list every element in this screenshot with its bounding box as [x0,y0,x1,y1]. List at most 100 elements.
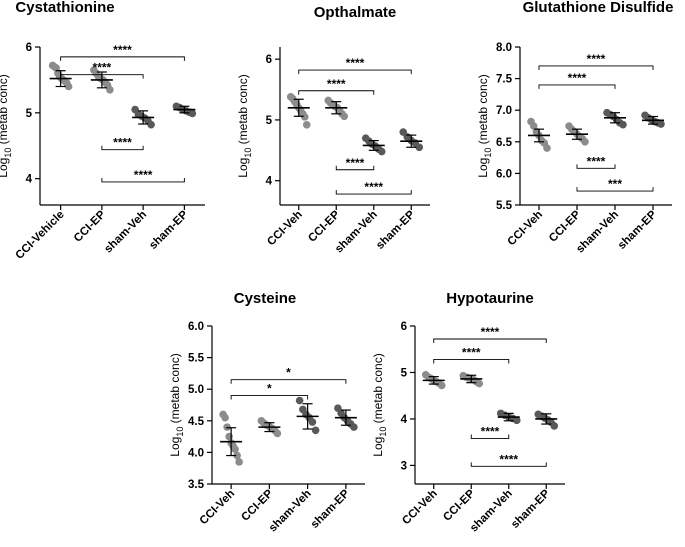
y-tick-label: 7.5 [496,74,513,86]
significance-label: **** [587,52,606,66]
significance-label: **** [113,43,132,57]
category-label: CCI-EP [441,487,477,523]
y-tick-label: 5 [266,115,273,127]
y-tick-label: 4.0 [188,447,204,459]
data-point [106,85,114,94]
y-tick-label: 6.0 [188,321,204,333]
data-point [619,120,627,129]
significance-label: **** [587,154,606,168]
significance-label: **** [134,168,153,182]
category-label: CCI-Veh [265,209,305,249]
y-tick-label: 5.0 [188,384,204,396]
y-tick-label: 5.5 [188,353,205,365]
significance-bracket [538,84,616,89]
category-label: sham-EP [147,208,191,252]
data-point [340,112,349,121]
significance-bracket [101,177,185,183]
significance-label: **** [462,345,481,359]
category-label: CCI-Veh [505,209,545,249]
data-point [235,458,243,466]
data-point [581,138,589,146]
data-point [223,423,231,431]
significance-bracket [298,69,412,75]
y-tick-label: 4.5 [188,416,205,428]
category-label: sham-EP [509,487,553,531]
significance-label: **** [481,325,500,339]
category-label: sham-EP [616,208,660,252]
significance-label: **** [327,77,346,91]
data-point [302,120,311,129]
y-tick-label: 8.0 [496,42,512,54]
significance-bracket [230,395,309,400]
significance-label: **** [113,136,132,150]
chart-title: Cystathionine [15,0,114,16]
y-axis-label: Log10 (metab conc) [371,353,388,456]
data-point [657,120,665,128]
significance-bracket [470,462,547,467]
data-point [437,381,446,390]
category-label: CCI-Veh [400,488,440,528]
data-point [377,147,386,156]
chart-title: Glutathione Disulfide [523,0,674,16]
chart-1: Opthalmate 4 5 6 Log10 (metab conc) CCI-Veh CC… [236,4,430,256]
significance-bracket [576,164,616,169]
y-tick-label: 5 [26,108,33,120]
y-tick-label: 4 [26,174,33,186]
y-tick-label: 7.0 [496,105,512,117]
category-label: CCI-Veh [198,488,238,528]
data-point [233,451,241,460]
y-tick-label: 6.5 [496,137,513,149]
data-point [221,413,229,422]
category-label: CCI-Vehicle [14,209,67,262]
data-point [512,416,521,425]
data-point [147,120,155,129]
data-point [529,122,538,130]
significance-label: **** [481,424,500,438]
significance-label: * [286,366,291,380]
significance-bracket [298,90,375,95]
significance-label: **** [93,61,112,75]
data-point [188,109,197,118]
y-axis-label: Log10 (metab conc) [476,74,493,177]
y-tick-label: 3.5 [188,479,205,491]
chart-title: Opthalmate [314,4,397,21]
chart-0: Cystathionine 4 5 6 Log10 (metab conc) CCI-Ve… [0,0,205,262]
y-tick-label: 6.0 [496,168,512,180]
data-point [308,418,317,426]
significance-bracket [60,74,144,79]
data-point [273,429,282,438]
y-tick-label: 6 [266,54,272,66]
significance-label: **** [346,56,365,70]
data-point [295,396,304,405]
significance-bracket [538,65,654,70]
data-point [231,445,239,454]
category-label: sham-EP [374,208,418,252]
significance-bracket [433,359,510,364]
category-label: CCI-EP [306,208,342,244]
data-point [350,423,358,431]
category-label: CCI-EP [547,208,583,244]
y-tick-label: 6 [401,321,407,333]
significance-bracket [60,56,185,61]
y-axis-label: Log10 (metab conc) [168,353,185,456]
significance-label: **** [499,452,518,466]
data-point [300,113,309,121]
significance-bracket [335,165,375,171]
significance-bracket [576,187,654,192]
significance-bracket [101,145,144,151]
chart-3: Cysteine 3.5 4.0 4.5 5.0 5.5 6.0 Log10 (metab c… [168,290,365,535]
significance-bracket [433,338,547,344]
data-point [550,422,559,430]
chart-title: Hypotaurine [446,290,534,307]
y-tick-label: 6 [26,42,32,54]
significance-label: *** [608,177,622,191]
chart-2: Glutathione Disulfide 5.5 6.0 6.5 7.0 7.5 8.0 L… [476,0,673,256]
significance-bracket [230,379,347,384]
data-point [475,379,484,388]
significance-label: **** [568,71,587,85]
y-axis-label: Log10 (metab conc) [236,74,253,177]
data-point [64,82,73,91]
chart-title: Cysteine [234,290,297,307]
significance-label: **** [346,156,365,170]
